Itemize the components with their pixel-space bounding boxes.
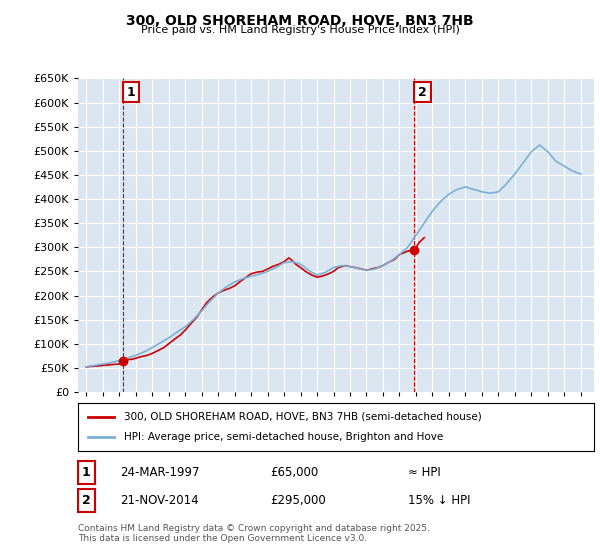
Text: 1: 1 [82,466,91,479]
Text: 24-MAR-1997: 24-MAR-1997 [120,466,199,479]
Text: 2: 2 [418,86,427,99]
Text: 300, OLD SHOREHAM ROAD, HOVE, BN3 7HB: 300, OLD SHOREHAM ROAD, HOVE, BN3 7HB [126,14,474,28]
Text: 15% ↓ HPI: 15% ↓ HPI [408,494,470,507]
Text: 300, OLD SHOREHAM ROAD, HOVE, BN3 7HB (semi-detached house): 300, OLD SHOREHAM ROAD, HOVE, BN3 7HB (s… [124,412,482,422]
Text: ≈ HPI: ≈ HPI [408,466,441,479]
Text: 1: 1 [127,86,136,99]
Text: 21-NOV-2014: 21-NOV-2014 [120,494,199,507]
Text: £295,000: £295,000 [270,494,326,507]
Text: Contains HM Land Registry data © Crown copyright and database right 2025.
This d: Contains HM Land Registry data © Crown c… [78,524,430,543]
Text: £65,000: £65,000 [270,466,318,479]
Text: Price paid vs. HM Land Registry's House Price Index (HPI): Price paid vs. HM Land Registry's House … [140,25,460,35]
Text: 2: 2 [82,494,91,507]
Text: HPI: Average price, semi-detached house, Brighton and Hove: HPI: Average price, semi-detached house,… [124,432,443,442]
